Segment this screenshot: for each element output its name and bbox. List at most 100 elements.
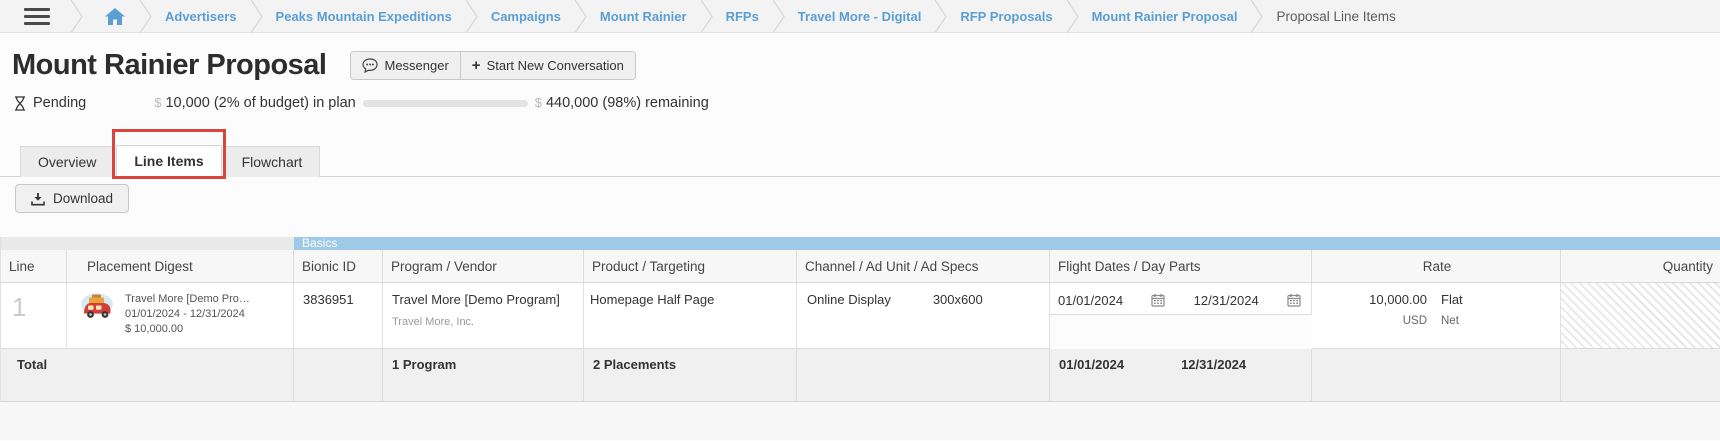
messenger-button-label: Messenger	[384, 58, 449, 73]
total-flight-start: 01/01/2024	[1059, 357, 1125, 372]
chevron-separator-icon	[772, 0, 785, 33]
program-vendor-cell: Travel More [Demo Program] Travel More, …	[383, 283, 584, 349]
in-plan-text: 10,000 (2% of budget) in plan	[165, 95, 356, 111]
program-name: Travel More [Demo Program]	[392, 292, 560, 307]
rate-basis: Net	[1441, 315, 1459, 327]
download-icon	[31, 192, 45, 205]
digest-title: Travel More [Demo Pro…	[125, 293, 250, 305]
breadcrumb-item-campaign-name[interactable]: Mount Rainier	[599, 8, 687, 24]
page-background-strip	[0, 402, 1720, 440]
home-icon	[105, 7, 125, 25]
rate-currency: USD	[1402, 315, 1427, 327]
breadcrumb-item-rfps[interactable]: RFPs	[725, 8, 759, 24]
status-row: Pending $10,000 (2% of budget) in plan $…	[14, 95, 1720, 111]
currency-symbol: $	[534, 95, 542, 110]
col-header-program-vendor: Program / Vendor	[383, 250, 584, 283]
total-label-cell: Total	[1, 349, 294, 402]
breadcrumb-item-proposal-name[interactable]: Mount Rainier Proposal	[1091, 8, 1238, 24]
budget-progress-bar	[362, 99, 528, 107]
breadcrumb-item-advertisers[interactable]: Advertisers	[165, 8, 237, 24]
col-header-line: Line	[1, 250, 67, 283]
budget-in-plan: $10,000 (2% of budget) in plan	[154, 95, 355, 111]
currency-symbol: $	[154, 95, 162, 110]
total-quantity-cell	[1561, 349, 1720, 402]
conversation-button-group: Messenger + Start New Conversation	[350, 51, 636, 80]
status-text: Pending	[33, 95, 87, 111]
chevron-separator-icon	[1250, 0, 1264, 33]
digest-amount: $ 10,000.00	[125, 323, 184, 335]
col-header-bionic-id: Bionic ID	[294, 250, 383, 283]
tab-overview[interactable]: Overview	[20, 146, 115, 177]
start-new-conversation-button[interactable]: + Start New Conversation	[459, 52, 635, 79]
calendar-icon[interactable]	[1151, 293, 1165, 307]
total-flight-dates-cell: 01/01/2024 12/31/2024	[1050, 349, 1312, 402]
tab-line-items-label: Line Items	[134, 153, 204, 169]
tab-line-items[interactable]: Line Items	[112, 129, 226, 179]
menu-icon[interactable]	[24, 7, 50, 25]
col-header-channel-adunit-adspecs: Channel / Ad Unit / Ad Specs	[797, 250, 1050, 283]
col-header-quantity: Quantity	[1561, 250, 1720, 283]
start-new-conversation-label: Start New Conversation	[486, 58, 624, 73]
breadcrumb-item-rfp-name[interactable]: Travel More - Digital	[797, 8, 922, 24]
group-header-spacer	[1, 237, 294, 250]
calendar-icon[interactable]	[1287, 293, 1301, 307]
chevron-separator-icon	[934, 0, 948, 33]
ad-specs-value: 300x600	[932, 292, 983, 307]
line-number-cell: 1	[1, 283, 67, 349]
flight-end-date: 12/31/2024	[1193, 292, 1259, 308]
breadcrumb-bar: Advertisers Peaks Mountain Expeditions C…	[0, 0, 1720, 33]
group-header-basics: Basics	[294, 237, 1720, 250]
col-header-rate: Rate	[1312, 250, 1561, 283]
bionic-id-cell: 3836951	[294, 283, 383, 349]
chevron-separator-icon	[465, 0, 478, 33]
download-button-label: Download	[53, 191, 114, 206]
col-header-product-targeting: Product / Targeting	[584, 250, 797, 283]
title-row: Mount Rainier Proposal Messenger + Start…	[12, 49, 1720, 82]
channel-adunit-cell: Online Display 300x600	[797, 283, 1050, 349]
channel-value: Online Display	[807, 292, 891, 307]
speech-bubble-icon	[362, 58, 379, 73]
total-bionic-id-cell	[294, 349, 383, 402]
remaining-text: 440,000 (98%) remaining	[545, 95, 709, 111]
breadcrumb-item-campaigns[interactable]: Campaigns	[490, 8, 561, 24]
flight-start-date: 01/01/2024	[1058, 292, 1124, 308]
page-title: Mount Rainier Proposal	[12, 49, 327, 81]
chevron-separator-icon	[1066, 0, 1079, 33]
col-header-placement-digest: Placement Digest	[67, 250, 294, 283]
chevron-separator-icon	[70, 0, 83, 33]
rate-type: Flat	[1441, 292, 1463, 307]
tab-bar: Overview Line Items Flowchart	[0, 129, 1720, 179]
home-button[interactable]	[83, 7, 139, 25]
download-button[interactable]: Download	[15, 184, 130, 213]
flight-dates-cell: 01/01/2024 12/31/2024	[1050, 283, 1312, 315]
breadcrumb-item-rfp-proposals[interactable]: RFP Proposals	[960, 8, 1053, 24]
hourglass-icon	[15, 95, 25, 111]
vendor-name: Travel More, Inc.	[392, 316, 475, 328]
quantity-cell-not-applicable	[1561, 283, 1720, 349]
total-placements-cell: 2 Placements	[584, 349, 797, 402]
total-programs-cell: 1 Program	[383, 349, 584, 402]
chevron-separator-icon	[574, 0, 587, 33]
total-channel-cell	[797, 349, 1050, 402]
total-rate-cell	[1312, 349, 1561, 402]
plus-icon: +	[471, 57, 481, 74]
toolbar: Download	[15, 184, 1720, 213]
placement-digest-cell: Travel More [Demo Pro… 01/01/2024 - 12/3…	[67, 283, 294, 349]
chevron-separator-icon	[700, 0, 713, 33]
budget-remaining: $440,000 (98%) remaining	[535, 95, 709, 111]
breadcrumb-item-advertiser-name[interactable]: Peaks Mountain Expeditions	[275, 8, 452, 24]
placement-thumbnail[interactable]	[80, 292, 114, 320]
tab-flowchart[interactable]: Flowchart	[223, 146, 321, 177]
digest-text-block: Travel More [Demo Pro… 01/01/2024 - 12/3…	[125, 292, 250, 348]
rate-amount: 10,000.00	[1369, 292, 1427, 307]
col-header-flight-dates: Flight Dates / Day Parts	[1050, 250, 1312, 283]
rate-cell: 10,000.00 Flat USD Net	[1312, 283, 1561, 349]
product-targeting-cell: Homepage Half Page	[584, 283, 797, 349]
line-items-table: Basics Line Placement Digest Bionic ID P…	[0, 237, 1720, 402]
digest-dates: 01/01/2024 - 12/31/2024	[125, 308, 245, 320]
status-badge: Pending	[14, 95, 86, 111]
total-flight-end: 12/31/2024	[1181, 357, 1247, 372]
chevron-separator-icon	[250, 0, 263, 33]
messenger-button[interactable]: Messenger	[351, 52, 460, 79]
chevron-separator-icon	[139, 0, 152, 33]
